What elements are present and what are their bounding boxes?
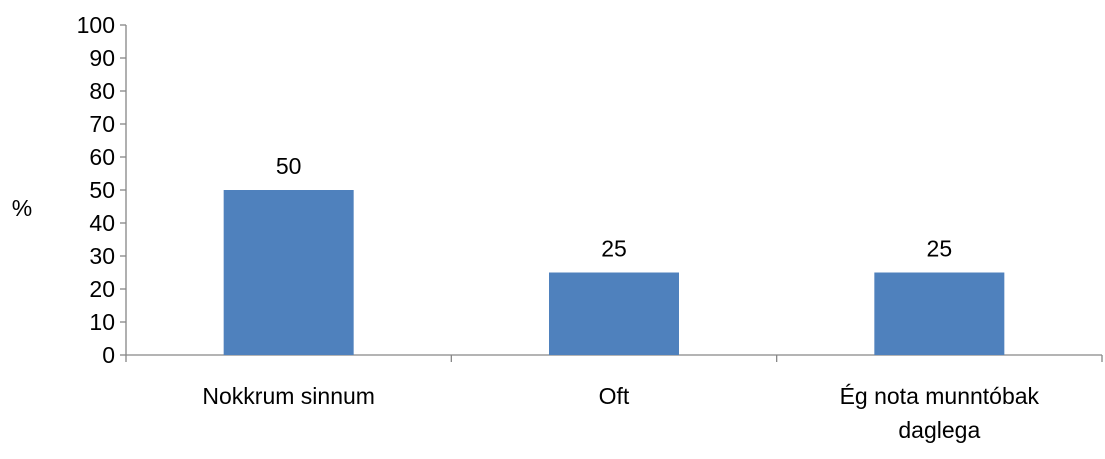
data-label: 25 [927, 236, 953, 262]
y-tick-label: 100 [77, 12, 115, 38]
y-tick-label: 0 [102, 342, 115, 368]
y-tick-label: 60 [89, 144, 115, 170]
x-category-label: Oft [599, 383, 630, 409]
y-tick-label: 80 [89, 78, 115, 104]
bar [549, 272, 679, 355]
bar [874, 272, 1005, 355]
y-tick-label: 30 [89, 243, 115, 269]
y-tick-label: 70 [89, 111, 115, 137]
x-category-label: Ég nota munntóbak daglega [840, 383, 1040, 443]
y-tick-label: 10 [89, 309, 115, 335]
x-axis: Nokkrum sinnum Oft Ég nota munntóbak dagleg… [125, 354, 1103, 443]
y-axis-label: % [12, 195, 32, 221]
x-category-label: Nokkrum sinnum [202, 383, 375, 409]
bar [223, 190, 354, 355]
bars [223, 190, 1005, 355]
y-tick-label: 50 [89, 177, 115, 203]
y-tick-label: 20 [89, 276, 115, 302]
y-tick-label: 90 [89, 45, 115, 71]
y-tick-label: 40 [89, 210, 115, 236]
data-label: 50 [276, 153, 302, 179]
data-labels: 50 25 25 [276, 153, 952, 262]
data-label: 25 [601, 236, 627, 262]
y-axis: 0 10 20 30 40 50 60 70 80 90 100 [77, 12, 127, 368]
